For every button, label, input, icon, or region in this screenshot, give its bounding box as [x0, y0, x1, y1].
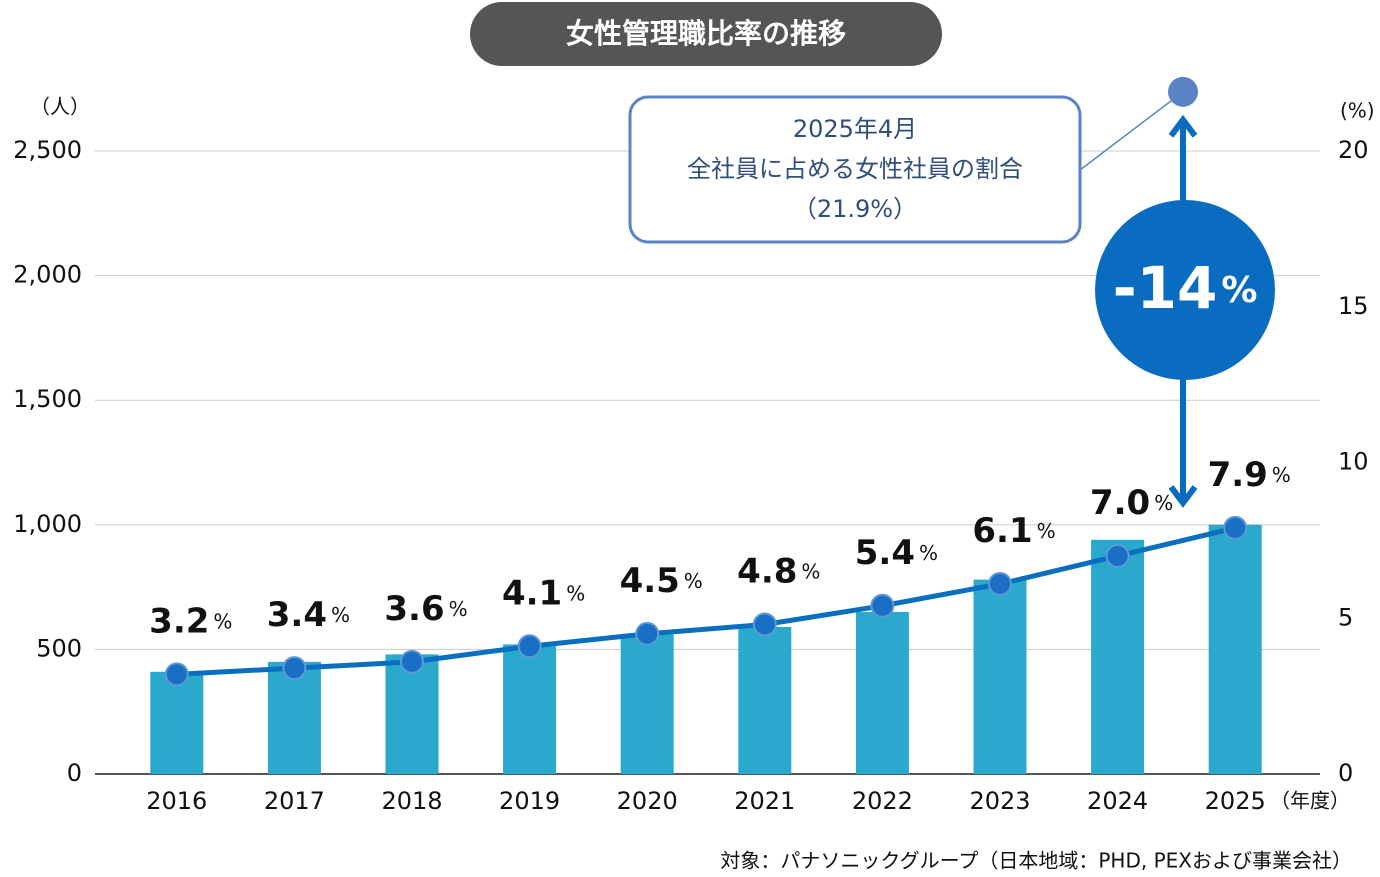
y-tick-label: 0: [67, 759, 82, 787]
y-tick-label: 500: [36, 634, 82, 662]
diff-badge: [1095, 200, 1275, 380]
y2-tick-label: 0: [1338, 759, 1353, 787]
value-label: 4.5%: [620, 560, 703, 600]
diff-arrowhead: [1168, 114, 1198, 138]
line-point: [752, 612, 777, 637]
x-tick-label: 2025: [1205, 787, 1266, 815]
y2-tick-label: 15: [1338, 292, 1369, 320]
y2-tick-label: 20: [1338, 136, 1369, 164]
line-point: [870, 593, 895, 618]
annotation-point: [1168, 76, 1198, 107]
y-unit: （人）: [30, 95, 90, 119]
diff-label: -14%: [1113, 254, 1258, 322]
value-label: 5.4%: [855, 532, 938, 572]
x-tick-label: 2021: [734, 787, 795, 815]
value-label: 3.6%: [384, 588, 467, 628]
line-point: [282, 656, 307, 681]
annotation-text: 全社員に占める女性社員の割合: [687, 155, 1023, 183]
annotation-box: [628, 95, 1082, 244]
y2-unit: (%): [1340, 99, 1375, 123]
y-tick-label: 1,000: [13, 510, 82, 538]
bar: [620, 634, 674, 774]
bar: [855, 612, 909, 774]
line-point: [400, 649, 424, 674]
x-tick-label: 2017: [264, 787, 325, 815]
line-point: [635, 621, 660, 646]
line-point: [1223, 515, 1248, 540]
value-label: 4.1%: [502, 573, 585, 613]
line-point: [988, 571, 1012, 596]
x-tick-label: 2018: [381, 787, 442, 815]
annotation-text: 2025年4月: [793, 115, 917, 143]
y-tick-label: 2,000: [13, 261, 82, 289]
chart-title: 女性管理職比率の推移: [566, 17, 846, 50]
bar: [973, 579, 1027, 774]
x-tick-label: 2024: [1087, 787, 1148, 815]
y-tick-label: 2,500: [13, 136, 82, 164]
bar: [738, 626, 792, 774]
line: [176, 525, 1236, 677]
value-label: 3.2%: [149, 601, 232, 641]
annotation-leader: [1079, 91, 1184, 171]
y2-tick-label: 10: [1338, 448, 1369, 476]
value-label: 3.4%: [267, 595, 350, 635]
x-tick-label: 2016: [146, 787, 207, 815]
value-label: 7.9%: [1208, 454, 1291, 494]
value-label: 6.1%: [972, 510, 1055, 550]
bar: [385, 654, 439, 774]
line-point: [517, 634, 542, 659]
x-tick-label: 2023: [969, 787, 1030, 815]
line-point: [164, 662, 189, 687]
diff-arrowhead: [1168, 485, 1198, 508]
x-tick-label: 2022: [852, 787, 913, 815]
value-label: 7.0%: [1090, 482, 1173, 522]
x-tick-label: 2019: [499, 787, 560, 815]
x-unit: （年度）: [1270, 789, 1350, 813]
value-label: 4.8%: [737, 551, 820, 591]
y2-tick-label: 5: [1338, 603, 1353, 631]
footnote: 対象：パナソニックグループ（日本地域：PHD, PEXおよび事業会社）: [720, 849, 1352, 873]
bar: [150, 671, 204, 774]
line-point: [1105, 543, 1130, 568]
bar: [1091, 539, 1145, 774]
bar: [1208, 524, 1262, 774]
x-tick-label: 2020: [617, 787, 678, 815]
bar: [503, 644, 557, 774]
y-tick-label: 1,500: [13, 385, 82, 413]
annotation-text: （21.9%）: [793, 195, 917, 223]
title-pill: [470, 2, 942, 66]
bar: [267, 661, 321, 774]
